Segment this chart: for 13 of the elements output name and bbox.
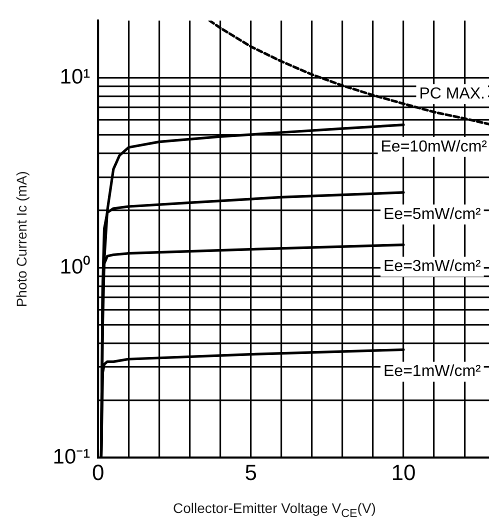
y-tick-label: 10⁻¹ bbox=[52, 445, 90, 468]
series-label: Ee=3mW/cm² bbox=[384, 258, 482, 276]
x-axis-title: Collector-Emitter Voltage V$_{CE}$(V) bbox=[172, 500, 377, 520]
x-tick-label: 0 bbox=[92, 460, 104, 485]
x-tick-label: 10 bbox=[391, 460, 416, 485]
series-label: PC MAX. bbox=[419, 86, 486, 103]
series-label: Ee=5mW/cm² bbox=[384, 206, 482, 223]
series-label: Ee=10mW/cm² bbox=[380, 138, 488, 156]
x-tick-label: 5 bbox=[244, 460, 257, 485]
y-tick-label: 10¹ bbox=[60, 66, 90, 89]
y-axis-title: Photo Current Ic (mA) bbox=[13, 171, 30, 308]
series-label: Ee=1mW/cm² bbox=[384, 363, 482, 380]
y-tick-label: 10⁰ bbox=[60, 255, 90, 278]
